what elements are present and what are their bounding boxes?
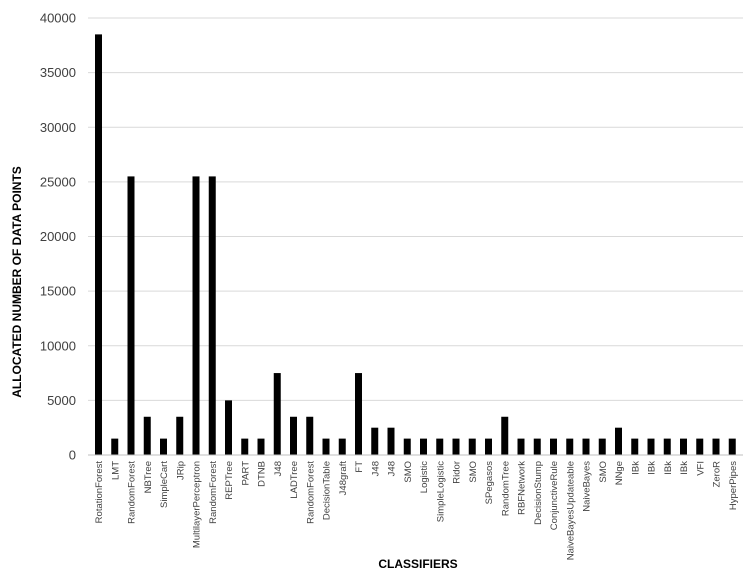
x-tick-label: NNge — [614, 461, 625, 485]
bar — [176, 416, 184, 455]
bar — [387, 427, 395, 455]
y-tick-label: 30000 — [40, 120, 76, 135]
y-tick-labels: 0 5000 10000 15000 20000 25000 30000 35000 40000 — [40, 11, 76, 463]
x-tick-label: DecisionTable — [322, 461, 333, 520]
bar — [598, 438, 606, 455]
x-tick-label: Ridor — [452, 461, 463, 484]
bar — [127, 176, 135, 455]
bar — [241, 438, 249, 455]
x-tick-label: SMO — [403, 461, 414, 483]
y-tick-label: 35000 — [40, 65, 76, 80]
bar — [436, 438, 444, 455]
bar — [111, 438, 119, 455]
x-tick-label: NBTree — [143, 461, 154, 493]
bar — [501, 416, 509, 455]
x-tick-label: NaiveBayes — [582, 461, 593, 512]
bar — [338, 438, 346, 455]
x-tick-label: J48 — [370, 461, 381, 476]
bar — [143, 416, 151, 455]
bar — [533, 438, 541, 455]
x-tick-label: SMO — [598, 461, 609, 483]
x-tick-label: HyperPipes — [728, 461, 739, 510]
x-tick-label: RandomForest — [127, 461, 138, 524]
bar — [420, 438, 427, 455]
bar — [257, 438, 265, 455]
bar — [208, 176, 216, 455]
x-tick-label: RotationForest — [94, 461, 105, 524]
x-tick-label: MultilayerPerceptron — [192, 461, 203, 548]
y-tick-label: 0 — [69, 448, 76, 463]
x-tick-label: NaiveBayesUpdateable — [565, 461, 576, 560]
x-tick-label: LADTree — [289, 461, 300, 499]
x-tick-label: J48graft — [338, 461, 349, 496]
x-tick-label: DecisionStump — [533, 461, 544, 525]
bar — [452, 438, 460, 455]
x-tick-label: VFI — [695, 461, 706, 476]
x-tick-label: JRip — [175, 461, 186, 480]
x-tick-label: ConjunctiveRule — [549, 461, 560, 530]
x-tick-label: LMT — [110, 461, 121, 480]
bar — [647, 438, 655, 455]
bar — [371, 427, 379, 455]
x-tick-label: IBk — [647, 461, 658, 475]
y-axis-title: ALLOCATED NUMBER OF DATA POINTS — [10, 166, 24, 398]
bar — [273, 373, 281, 455]
x-tick-label: DTNB — [257, 461, 268, 487]
x-tick-label: PART — [240, 461, 251, 486]
bar — [160, 438, 167, 455]
y-tick-label: 25000 — [40, 174, 76, 189]
bar — [566, 438, 574, 455]
x-tick-label: RandomForest — [208, 461, 219, 524]
x-tick-label: REPTree — [224, 461, 235, 500]
bar — [403, 438, 411, 455]
x-tick-label: RandomForest — [305, 461, 316, 524]
x-tick-label: SPegasos — [484, 461, 495, 505]
y-tick-label: 40000 — [40, 11, 76, 26]
x-tick-label: RandomTree — [500, 461, 511, 516]
x-tick-label: FT — [354, 461, 365, 473]
x-tick-label: SimpleLogistic — [435, 461, 446, 522]
bars — [95, 34, 736, 455]
bar — [485, 438, 492, 455]
bar — [663, 438, 671, 455]
bar — [322, 438, 330, 455]
bar — [225, 400, 232, 455]
bar — [582, 438, 590, 455]
x-tick-label: Logistic — [419, 461, 430, 493]
bar — [290, 416, 297, 455]
bar — [192, 176, 200, 455]
bar — [631, 438, 639, 455]
y-tick-label: 5000 — [47, 393, 76, 408]
bar — [615, 427, 622, 455]
bar — [355, 373, 362, 455]
bar — [680, 438, 687, 455]
bar — [712, 438, 720, 455]
x-tick-label: IBk — [679, 461, 690, 475]
x-tick-label: SMO — [468, 461, 479, 483]
x-tick-labels: RotationForest LMT RandomForest NBTree Simpl… — [94, 461, 739, 561]
y-tick-label: 10000 — [40, 338, 76, 353]
x-tick-label: J48 — [273, 461, 284, 476]
gridlines — [88, 17, 743, 401]
x-tick-label: ZeroR — [712, 461, 723, 488]
y-tick-label: 20000 — [40, 229, 76, 244]
bar — [95, 34, 102, 455]
bar — [728, 438, 736, 455]
bar — [550, 438, 557, 455]
x-tick-label: SimpleCart — [159, 461, 170, 508]
x-tick-label: IBk — [630, 461, 641, 475]
x-tick-label: IBk — [663, 461, 674, 475]
x-axis-title: CLASSIFIERS — [378, 557, 457, 571]
x-tick-label: RBFNetwork — [517, 461, 528, 515]
bar — [468, 438, 476, 455]
bar — [306, 416, 314, 455]
bar — [696, 438, 704, 455]
bar — [517, 438, 525, 455]
y-tick-label: 15000 — [40, 284, 76, 299]
x-tick-label: J48 — [387, 461, 398, 476]
